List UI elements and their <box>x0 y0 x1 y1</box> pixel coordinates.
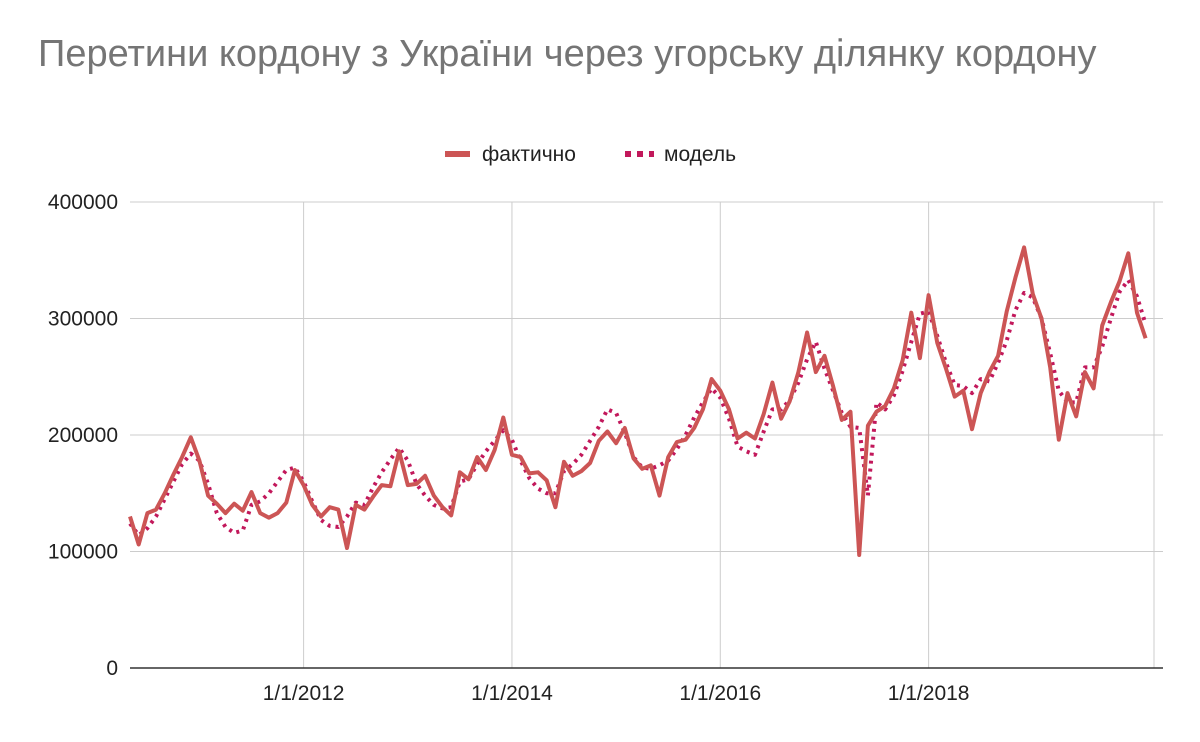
y-tick-label: 400000 <box>48 191 118 214</box>
x-tick-label: 1/1/2012 <box>263 682 345 705</box>
y-tick-label: 200000 <box>48 424 118 447</box>
x-tick-label: 1/1/2016 <box>679 682 761 705</box>
series-actual-line <box>128 245 1148 557</box>
chart-title: Перетини кордону з України через угорськ… <box>38 33 1097 75</box>
series-model-line <box>128 278 1148 538</box>
x-tick-label: 1/1/2018 <box>888 682 970 705</box>
y-tick-label: 100000 <box>48 541 118 564</box>
y-tick-label: 0 <box>106 657 118 680</box>
y-tick-label: 300000 <box>48 308 118 331</box>
legend-label-actual: фактично <box>482 143 576 166</box>
legend-label-model: модель <box>664 143 736 166</box>
x-tick-label: 1/1/2014 <box>471 682 553 705</box>
